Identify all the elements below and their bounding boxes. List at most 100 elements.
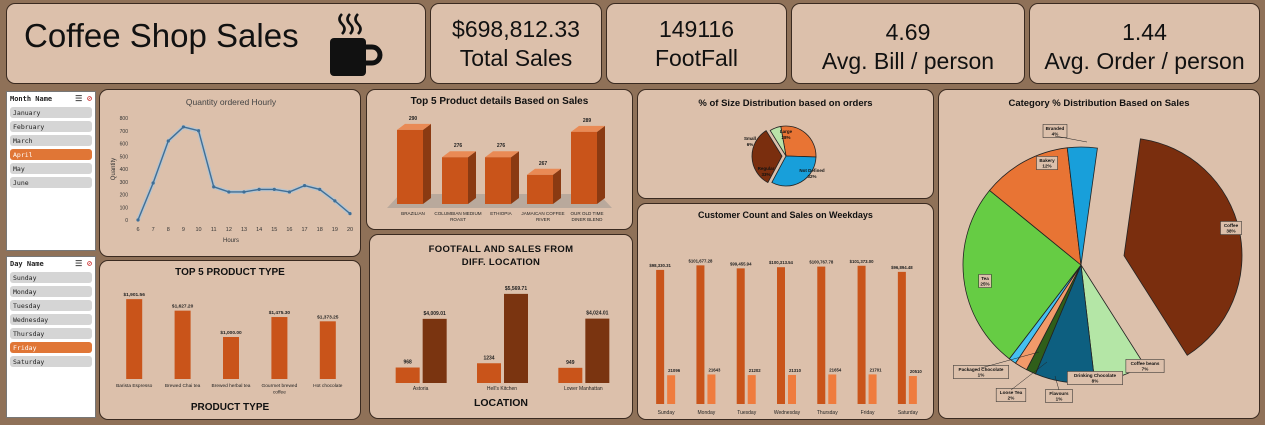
slice-name-label: Coffee xyxy=(1224,223,1239,228)
data-label: $96,894.48 xyxy=(891,265,913,270)
x-tick-label: COLUMBIAN MEDIUM xyxy=(434,211,481,216)
data-label: $1,475.30 xyxy=(269,310,291,316)
bar xyxy=(174,310,191,379)
data-point xyxy=(136,218,140,222)
month-slicer-item-february[interactable]: February xyxy=(10,121,92,132)
day-slicer-item-friday[interactable]: Friday xyxy=(10,342,92,353)
label-box xyxy=(1036,156,1058,170)
bar xyxy=(868,374,877,404)
slice-pct-label: 6% xyxy=(747,142,754,147)
month-slicer-item-april[interactable]: April xyxy=(10,149,92,160)
header-card: Coffee Shop Sales xyxy=(6,3,426,84)
pie-slice-large xyxy=(780,125,817,158)
day-slicer-item-monday[interactable]: Monday xyxy=(10,286,92,297)
kpi-label: FootFall xyxy=(654,44,739,71)
data-label: 21096 xyxy=(668,368,681,373)
kpi-footfall: 149116 FootFall xyxy=(606,3,787,84)
location-card: FOOTFALL AND SALES FROM DIFF. LOCATION 9… xyxy=(369,234,633,419)
slice-pct-label: 8% xyxy=(1092,379,1099,384)
bar-side xyxy=(597,125,605,204)
label-box xyxy=(1125,359,1165,373)
bar xyxy=(667,375,676,404)
axis-title: PRODUCT TYPE xyxy=(190,402,270,413)
slice-pct-label: 4% xyxy=(1052,132,1059,137)
multi-select-icon[interactable]: ☰ xyxy=(75,94,83,103)
slice-name-label: Branded xyxy=(1046,126,1065,131)
kpi-label: Avg. Bill / person xyxy=(821,47,995,74)
slice-pct-label: 1% xyxy=(1056,397,1063,402)
clear-filter-icon[interactable]: ⊘ xyxy=(87,259,92,268)
slice-pct-label: 38% xyxy=(1226,229,1235,234)
bar xyxy=(223,337,239,379)
day-slicer: Day Name ☰ ⊘ Sunday Monday Tuesday Wednesda… xyxy=(6,256,96,418)
chart-title: Category % Distribution Based on Sales xyxy=(1008,98,1190,109)
dashboard-title: Coffee Shop Sales xyxy=(24,17,299,54)
x-tick-label: RIVER xyxy=(536,217,551,222)
bar-top xyxy=(397,123,431,130)
slice-name-label: Bakery xyxy=(1039,158,1055,163)
chart-title: Customer Count and Sales on Weekdays xyxy=(698,210,873,220)
y-tick-label: 100 xyxy=(120,205,129,211)
weekday-bar-chart: $98,330.31 21096 Sunday $101,677.28 21643 Mon… xyxy=(649,258,922,416)
bar-side xyxy=(423,123,431,204)
data-point xyxy=(227,190,231,194)
x-tick-label: 12 xyxy=(226,227,232,233)
data-label: $100,313.54 xyxy=(769,260,794,265)
bar-top xyxy=(485,151,519,158)
data-label: $1,901.56 xyxy=(124,292,146,298)
y-tick-label: 0 xyxy=(125,218,128,224)
label-box xyxy=(953,365,1009,379)
slice-name-label: Drinking Chocolate xyxy=(1074,373,1117,378)
coffee-cup-icon xyxy=(330,13,383,76)
slice-name-label: Large xyxy=(780,129,793,134)
month-slicer-item-january[interactable]: January xyxy=(10,107,92,118)
bar xyxy=(558,367,583,383)
month-slicer-item-march[interactable]: March xyxy=(10,135,92,146)
data-label: 21310 xyxy=(789,368,802,373)
slice-name-label: Coffee beans xyxy=(1131,361,1160,366)
multi-select-icon[interactable]: ☰ xyxy=(75,259,83,268)
day-slicer-item-tuesday[interactable]: Tuesday xyxy=(10,300,92,311)
hourly-chart-card: Quantity ordered Hourly 0 100 200 300 400 500 6… xyxy=(99,89,361,257)
data-label: 949 xyxy=(566,360,575,366)
day-slicer-item-thursday[interactable]: Thursday xyxy=(10,328,92,339)
clear-filter-icon[interactable]: ⊘ xyxy=(87,94,92,103)
location-bar-chart: 968 $4,009.01 Astoria 1234 $5,569.71 Hell's K… xyxy=(395,286,610,392)
leader-line xyxy=(1010,361,1048,391)
bar xyxy=(126,299,143,379)
slice-pct-label: 1% xyxy=(978,373,985,378)
data-label: 21202 xyxy=(749,368,762,373)
pie-slice-coffee xyxy=(1123,138,1243,356)
x-axis-title: Hours xyxy=(223,238,239,244)
slice-name-label: Regular xyxy=(758,166,775,171)
data-label: $1,000.00 xyxy=(220,330,242,336)
day-slicer-item-sunday[interactable]: Sunday xyxy=(10,272,92,283)
data-point xyxy=(242,190,246,194)
leader-line xyxy=(1054,375,1060,391)
size-pie-card: % of Size Distribution based on orders L… xyxy=(637,89,934,199)
chart-title: FOOTFALL AND SALES FROM DIFF. LOCATION xyxy=(428,244,574,268)
kpi-value: 149116 xyxy=(658,15,735,42)
slice-name-label: Not Defined xyxy=(799,168,825,173)
data-point xyxy=(181,125,186,129)
x-tick-label: Gourmet brewed xyxy=(262,383,298,389)
slice-pct-label: 28% xyxy=(781,135,790,140)
day-slicer-item-saturday[interactable]: Saturday xyxy=(10,356,92,367)
x-tick-label: 17 xyxy=(302,227,308,233)
slice-name-label: Tea xyxy=(981,276,989,281)
data-label: 276 xyxy=(454,143,463,149)
data-label: $1,373.25 xyxy=(317,314,339,320)
x-tick-label: 20 xyxy=(347,227,353,233)
data-label: 21654 xyxy=(829,367,842,372)
bar xyxy=(777,267,785,404)
x-tick-label: OUR OLD TIME xyxy=(570,211,603,216)
data-label: 276 xyxy=(497,143,506,149)
axis-title: LOCATION xyxy=(473,397,529,409)
x-tick-label: 10 xyxy=(196,227,202,233)
day-slicer-item-wednesday[interactable]: Wednesday xyxy=(10,314,92,325)
y-axis-title: Quantity xyxy=(111,158,117,180)
month-slicer-item-may[interactable]: May xyxy=(10,163,92,174)
month-slicer-item-june[interactable]: June xyxy=(10,177,92,188)
bar xyxy=(747,375,756,404)
